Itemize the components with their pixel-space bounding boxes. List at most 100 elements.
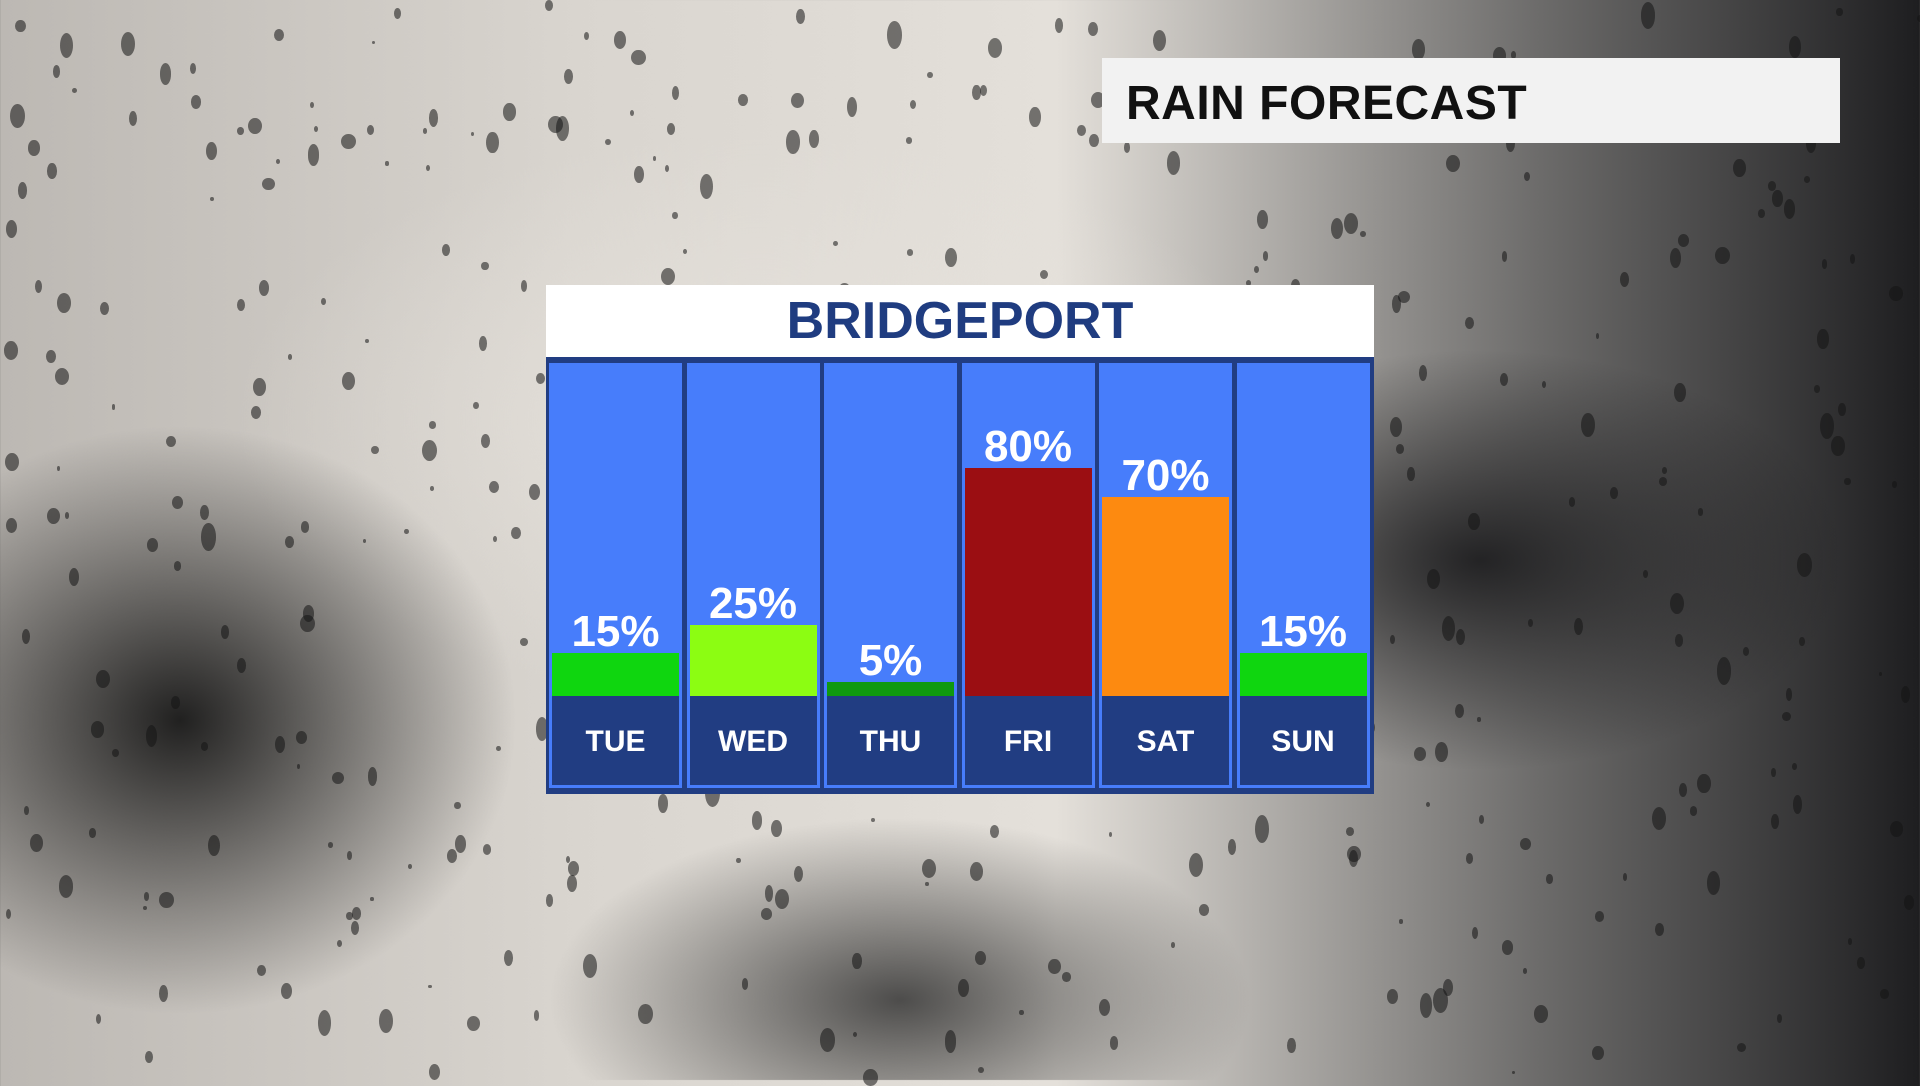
rain-drop xyxy=(989,824,1000,838)
rain-drop xyxy=(638,1003,654,1025)
rain-drop xyxy=(1360,230,1366,237)
rain-drop xyxy=(667,123,676,135)
rain-drop xyxy=(1849,254,1856,265)
rain-drop xyxy=(5,517,17,533)
rain-drop xyxy=(347,851,352,860)
rain-drop xyxy=(22,629,31,644)
rain-drop xyxy=(1434,741,1448,763)
rain-drop xyxy=(446,849,458,864)
rain-drop xyxy=(201,742,209,751)
rain-drop xyxy=(111,748,119,757)
rain-drop xyxy=(511,526,521,539)
rain-drop xyxy=(1520,837,1532,851)
rain-drop xyxy=(1737,1042,1747,1053)
rain-drop xyxy=(1171,942,1175,948)
rain-drop xyxy=(921,858,937,879)
rain-drop xyxy=(1533,1004,1549,1023)
rain-drop xyxy=(1777,1014,1783,1024)
rain-drop xyxy=(1669,248,1681,269)
rain-drop xyxy=(1456,629,1466,646)
rain-drop xyxy=(1844,477,1851,485)
rain-drop xyxy=(1153,30,1167,51)
rain-drop xyxy=(1398,919,1404,924)
rain-drop xyxy=(1836,7,1843,16)
rain-drop xyxy=(14,19,26,33)
rain-drop xyxy=(1262,251,1268,261)
rain-drop xyxy=(428,1063,440,1080)
rain-drop xyxy=(582,953,598,978)
rain-drop xyxy=(1609,486,1619,499)
rain-drop xyxy=(1499,372,1509,387)
rain-drop xyxy=(833,241,839,247)
rain-drop xyxy=(1476,717,1481,722)
rain-drop xyxy=(1413,746,1427,761)
rain-drop xyxy=(363,538,367,543)
rain-drop xyxy=(5,219,17,238)
rain-drop xyxy=(482,843,492,855)
rain-drop xyxy=(429,486,435,492)
rain-drop xyxy=(786,130,800,154)
percent-label: 15% xyxy=(571,607,660,657)
rain-drop xyxy=(852,1032,858,1038)
rain-drop xyxy=(520,279,527,292)
rain-drop xyxy=(1432,988,1448,1014)
rain-drop xyxy=(672,211,678,220)
rain-drop xyxy=(170,696,181,710)
rain-drop xyxy=(1690,806,1698,816)
bridgeport-forecast-panel: BRIDGEPORT 15% TUE 25% WED 5% THU 80% FRI 70% SAT… xyxy=(546,285,1374,794)
rain-drop xyxy=(331,772,344,785)
rain-drop xyxy=(1389,635,1395,645)
rain-drop xyxy=(1347,845,1361,863)
rain-drop xyxy=(367,766,378,787)
city-name: BRIDGEPORT xyxy=(786,292,1134,350)
rain-drop xyxy=(1892,481,1898,488)
bar-wed xyxy=(689,624,817,696)
rain-drop xyxy=(1771,814,1779,829)
rain-drop xyxy=(190,95,202,109)
rain-drop xyxy=(481,261,489,271)
rain-drop xyxy=(385,161,390,166)
rain-drop xyxy=(1784,199,1796,219)
rain-drop xyxy=(774,889,789,910)
rain-drop xyxy=(1019,1010,1024,1015)
rain-drop xyxy=(210,197,215,202)
rain-drop xyxy=(796,9,805,25)
rain-drop xyxy=(281,982,292,999)
rain-drop xyxy=(5,908,11,919)
rain-drop xyxy=(1568,496,1576,508)
rain-drop xyxy=(863,1069,878,1086)
rain-drop xyxy=(1820,412,1834,440)
rain-drop xyxy=(52,65,60,78)
rain-drop xyxy=(1257,209,1268,229)
bar-thu xyxy=(827,681,954,696)
day-label: FRI xyxy=(964,696,1092,785)
rain-drop xyxy=(771,819,782,837)
rain-drop xyxy=(146,724,158,747)
rain-drop xyxy=(378,1008,393,1034)
bar-sun xyxy=(1239,653,1367,696)
rain-drop xyxy=(275,736,286,754)
rain-drop xyxy=(1407,467,1415,481)
rain-drop xyxy=(1088,133,1099,148)
rain-drop xyxy=(472,401,479,410)
rain-drop xyxy=(1245,279,1251,286)
rain-drop xyxy=(1412,39,1425,60)
rain-drop xyxy=(1706,871,1720,895)
bar-fri xyxy=(964,468,1092,696)
percent-label: 25% xyxy=(708,578,798,628)
rain-drop xyxy=(1396,444,1405,455)
rain-drop xyxy=(1505,135,1515,153)
rain-drop xyxy=(925,881,929,886)
rain-drop xyxy=(1345,827,1354,836)
rain-drop xyxy=(1595,333,1600,340)
rain-drop xyxy=(1888,285,1904,302)
rain-drop xyxy=(957,978,969,998)
rain-drop xyxy=(1742,647,1750,657)
rain-drop xyxy=(987,37,1003,59)
rain-drop xyxy=(1446,154,1461,173)
rain-drop xyxy=(372,40,376,44)
rain-drop xyxy=(287,354,293,361)
rain-drop xyxy=(583,31,589,41)
rain-drop xyxy=(422,439,438,462)
rain-drop xyxy=(520,638,528,647)
